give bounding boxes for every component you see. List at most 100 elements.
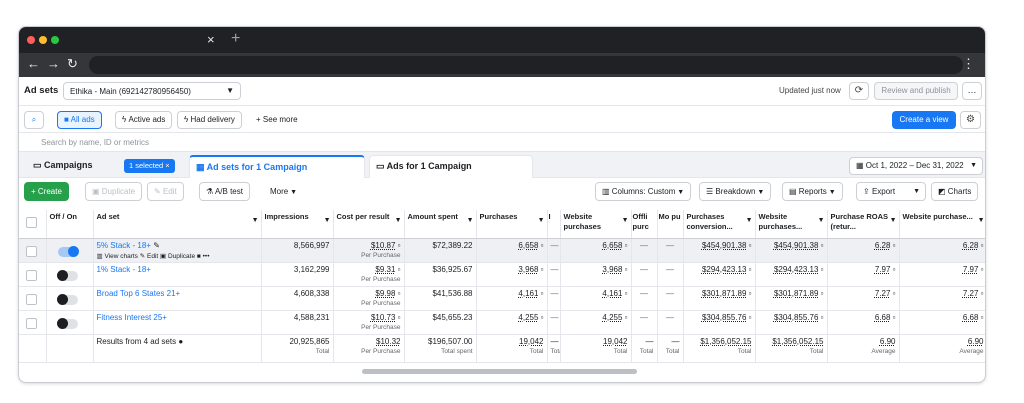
purchases-value[interactable]: 6,658	[518, 240, 539, 250]
charts-button[interactable]: ◩ Charts	[931, 182, 979, 201]
header-offline-purchases[interactable]: Offli purc	[631, 210, 658, 239]
website-roas-value[interactable]: 6.28	[962, 240, 979, 250]
website-roas-value[interactable]: 7.27	[962, 288, 979, 298]
account-selector[interactable]: Ethika - Main (692142780956450) ▼	[63, 82, 241, 100]
search-toggle-button[interactable]: ⌕	[24, 111, 44, 129]
cost-value[interactable]: $9.31	[375, 264, 396, 274]
roas-value[interactable]: 6.28	[874, 240, 891, 250]
website-purchases-value[interactable]: 6,658	[602, 240, 623, 250]
row-edit-link[interactable]: Edit	[147, 252, 159, 260]
header-adset[interactable]: Ad set ▼	[93, 210, 262, 239]
header-purchases-conversion[interactable]: Purchases conversion... ▼	[683, 210, 756, 239]
new-tab-icon[interactable]: +	[231, 30, 241, 47]
refresh-button[interactable]: ⟳	[849, 82, 869, 100]
purchases-value[interactable]: 3,968	[518, 264, 539, 274]
header-purchase-roas[interactable]: Purchase ROAS (retur... ▼	[827, 210, 900, 239]
table-row[interactable]: 5% Stack - 18+ ✎ ▥ View charts ✎ Edit ▣ …	[19, 238, 985, 263]
conversion-value[interactable]: $304,855.76	[701, 312, 747, 322]
tab-adsets[interactable]: ▦ Ad sets for 1 Campaign	[189, 155, 365, 178]
website-roas-value[interactable]: 6.68	[962, 312, 979, 322]
reports-button[interactable]: ▤ Reports ▼	[782, 182, 843, 201]
website-purchases-value[interactable]: 3,968	[602, 264, 623, 274]
cost-value[interactable]: $9.98	[375, 288, 396, 298]
adset-name-cell[interactable]: Fitness Interest 25+	[93, 310, 262, 335]
website-conversion-value[interactable]: $304,855.76	[773, 312, 819, 322]
header-offon[interactable]: Off / On	[46, 210, 94, 239]
search-bar[interactable]: Search by name, ID or metrics	[19, 132, 985, 152]
adset-name-cell[interactable]: 1% Stack - 18+	[93, 262, 262, 287]
website-purchases-value[interactable]: 4,161	[602, 288, 623, 298]
adset-name-link[interactable]: Fitness Interest 25+	[96, 312, 167, 322]
header-more-button[interactable]: …	[962, 82, 982, 100]
header-website-purchase-roas[interactable]: Website purchase... ▼	[899, 210, 985, 239]
browser-menu-icon[interactable]: ⋮	[962, 56, 975, 71]
minimize-window-dot[interactable]	[39, 36, 47, 44]
create-button[interactable]: + Create	[24, 182, 69, 201]
header-mobile-purchases[interactable]: Mo pu	[657, 210, 684, 239]
header-col-i[interactable]: I	[547, 210, 561, 239]
export-button[interactable]: ⇪ Export ▼	[856, 182, 926, 201]
row-toggle-cell[interactable]	[46, 286, 94, 311]
create-view-button[interactable]: Create a view	[892, 111, 956, 129]
select-all-checkbox[interactable]	[26, 217, 37, 228]
select-all-header[interactable]	[19, 210, 47, 239]
had-delivery-filter[interactable]: ϟ Had delivery	[177, 111, 242, 129]
url-field[interactable]	[89, 56, 963, 74]
row-toggle-cell[interactable]	[46, 262, 94, 287]
row-more-button[interactable]: •••	[202, 252, 210, 260]
conversion-value[interactable]: $294,423.13	[701, 264, 747, 274]
review-publish-button[interactable]: Review and publish	[874, 82, 958, 100]
close-window-dot[interactable]	[27, 36, 35, 44]
purchases-value[interactable]: 4,255	[518, 312, 539, 322]
row-duplicate-link[interactable]: Duplicate	[167, 252, 196, 260]
header-website-purchases[interactable]: Website purchases ▼	[560, 210, 632, 239]
adset-name-cell[interactable]: Broad Top 6 States 21+	[93, 286, 262, 311]
row-select-cell[interactable]	[19, 310, 47, 335]
edit-button[interactable]: ✎ Edit	[147, 182, 184, 201]
pencil-icon[interactable]: ✎	[150, 240, 160, 250]
adset-name-cell[interactable]: 5% Stack - 18+ ✎ ▥ View charts ✎ Edit ▣ …	[93, 238, 262, 263]
reload-icon[interactable]: ↻	[67, 56, 78, 71]
row-checkbox[interactable]	[26, 293, 37, 305]
row-select-cell[interactable]	[19, 262, 47, 287]
website-roas-value[interactable]: 7.97	[962, 264, 979, 274]
forward-arrow-icon[interactable]: →	[47, 56, 60, 71]
row-toggle-cell[interactable]	[46, 238, 94, 263]
delivery-toggle[interactable]	[56, 269, 78, 281]
pin-icon[interactable]: ■	[196, 252, 203, 260]
maximize-window-dot[interactable]	[51, 36, 59, 44]
columns-button[interactable]: ▥ Columns: Custom ▼	[595, 182, 692, 201]
delivery-toggle[interactable]	[57, 245, 79, 257]
roas-value[interactable]: 7.97	[874, 264, 891, 274]
active-ads-filter[interactable]: ϟ Active ads	[115, 111, 173, 129]
adset-name-link[interactable]: 1% Stack - 18+	[96, 264, 151, 274]
selected-badge[interactable]: 1 selected ×	[124, 159, 175, 173]
table-row[interactable]: Fitness Interest 25+ 4,588,231 $10.73 ▫ Per…	[19, 310, 985, 335]
row-select-cell[interactable]	[19, 286, 47, 311]
website-conversion-value[interactable]: $294,423.13	[773, 264, 819, 274]
tab-campaigns[interactable]: ▭ Campaigns	[27, 155, 93, 178]
purchases-value[interactable]: 4,161	[518, 288, 539, 298]
roas-value[interactable]: 7.27	[874, 288, 891, 298]
delivery-toggle[interactable]	[56, 293, 78, 305]
delivery-toggle[interactable]	[56, 317, 78, 329]
ab-test-button[interactable]: ⚗ A/B test	[199, 182, 250, 201]
conversion-value[interactable]: $301,871.89	[701, 288, 747, 298]
row-checkbox[interactable]	[26, 269, 37, 281]
row-select-cell[interactable]	[19, 238, 47, 263]
website-conversion-value[interactable]: $301,871.89	[773, 288, 819, 298]
see-more-filter[interactable]: + See more	[249, 111, 305, 129]
cost-value[interactable]: $10.73	[370, 312, 396, 322]
website-conversion-value[interactable]: $454,901.38	[773, 240, 819, 250]
tab-close-icon[interactable]: ×	[207, 32, 215, 47]
adset-name-link[interactable]: Broad Top 6 States 21+	[96, 288, 181, 298]
tab-ads[interactable]: ▭ Ads for 1 Campaign	[369, 155, 533, 178]
table-row[interactable]: Broad Top 6 States 21+ 4,608,338 $9.98 ▫ Pe…	[19, 286, 985, 311]
header-cost-per-result[interactable]: Cost per result ▼	[333, 210, 405, 239]
header-amount-spent[interactable]: Amount spent ▼	[404, 210, 477, 239]
website-purchases-value[interactable]: 4,255	[602, 312, 623, 322]
conversion-value[interactable]: $454,901.38	[701, 240, 747, 250]
filter-settings-button[interactable]: ⚙	[960, 111, 981, 129]
back-arrow-icon[interactable]: ←	[27, 56, 40, 71]
roas-value[interactable]: 6.68	[874, 312, 891, 322]
